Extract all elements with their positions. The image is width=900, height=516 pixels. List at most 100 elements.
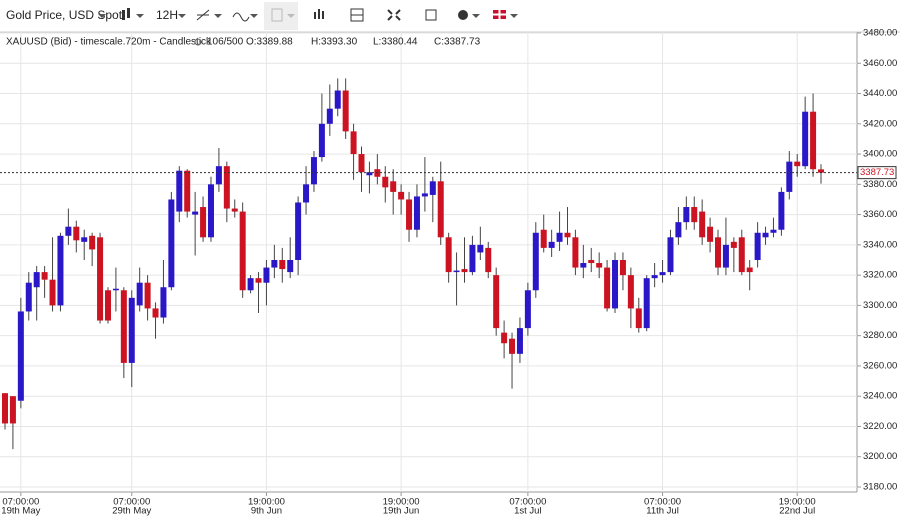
candle-body <box>168 199 175 288</box>
candle-body <box>120 290 127 363</box>
y-tick-label: 3360.00 <box>863 209 897 220</box>
candle-body <box>429 181 436 195</box>
layout-icon[interactable] <box>350 8 364 22</box>
x-tick-time: 07:00:00 <box>2 497 39 508</box>
x-tick-date: 29th May <box>112 506 151 516</box>
candle-body <box>33 272 40 288</box>
candle-body <box>25 282 32 312</box>
candle-body <box>318 123 325 158</box>
candle-body <box>176 170 183 212</box>
candle-body <box>295 202 302 260</box>
dropdown-arrow[interactable] <box>178 14 186 18</box>
low-value: L:3380.44 <box>373 37 418 48</box>
y-tick-label: 3380.00 <box>863 179 897 190</box>
y-tick-label: 3340.00 <box>863 239 897 250</box>
candle-body <box>659 272 666 276</box>
y-tick-label: 3180.00 <box>863 482 897 493</box>
bar-count: 106/500 <box>207 37 244 48</box>
grid <box>0 32 857 492</box>
candle-body <box>532 232 539 291</box>
candle-body <box>326 108 333 124</box>
candle-body <box>580 263 587 268</box>
y-tick-label: 3260.00 <box>863 360 897 371</box>
candle-body <box>493 275 500 329</box>
candle-body <box>342 90 349 132</box>
indicator-icon[interactable] <box>232 12 258 22</box>
candle-body <box>627 275 634 309</box>
candle-body <box>144 282 151 309</box>
x-tick-date: 9th Jun <box>251 506 282 516</box>
candle-body <box>818 169 824 173</box>
candle-body <box>215 166 222 185</box>
y-tick-label: 3280.00 <box>863 330 897 341</box>
language-icon[interactable] <box>493 10 518 19</box>
candle-body <box>200 207 207 238</box>
candle-body <box>17 311 24 401</box>
candle-body <box>715 237 722 268</box>
candle-body <box>770 229 777 233</box>
candle-body <box>41 272 48 280</box>
interval[interactable]: 12H <box>156 8 178 22</box>
instrument[interactable]: Gold Price, USD Spot <box>6 8 123 22</box>
candle-body <box>366 172 373 176</box>
volume-icon[interactable] <box>314 9 324 19</box>
y-tick-label: 3460.00 <box>863 58 897 69</box>
x-tick-date: 22nd Jul <box>779 506 815 516</box>
candle-body <box>477 244 484 253</box>
open-value: O:3389.88 <box>246 37 293 48</box>
draw-line-icon[interactable] <box>196 9 222 21</box>
candle-body <box>152 308 159 318</box>
candle-body <box>89 235 96 250</box>
candle-body <box>247 278 254 291</box>
candle-body <box>619 260 626 276</box>
theme-icon[interactable] <box>458 10 480 20</box>
candle-body <box>683 207 690 223</box>
candle-body <box>596 263 603 268</box>
visibility-icon[interactable] <box>194 38 202 46</box>
candle-body <box>390 181 397 192</box>
candle-body <box>255 278 262 283</box>
candle-body <box>524 290 531 329</box>
candle-body <box>112 288 119 291</box>
candle-body <box>192 211 199 215</box>
candle-body <box>461 269 468 273</box>
candle-body <box>207 184 214 238</box>
candle-type-icon[interactable] <box>122 8 144 20</box>
y-tick-label: 3220.00 <box>863 421 897 432</box>
candle-body <box>81 237 88 242</box>
candle-body <box>540 229 547 248</box>
high-value: H:3393.30 <box>311 37 358 48</box>
close-value: C:3387.73 <box>434 37 481 48</box>
candle-body <box>303 184 310 203</box>
candle-body <box>406 199 413 230</box>
candle-body <box>516 328 523 354</box>
candle-body <box>802 111 809 167</box>
candle-body <box>453 270 460 273</box>
fit-icon[interactable] <box>425 9 437 21</box>
last-price-label: 3387.73 <box>860 167 894 178</box>
y-tick-label: 3300.00 <box>863 300 897 311</box>
x-tick-time: 19:00:00 <box>383 497 420 508</box>
candle-body <box>548 241 555 248</box>
y-tick-label: 3440.00 <box>863 88 897 99</box>
candle-body <box>358 154 365 173</box>
disabled-tool[interactable] <box>264 2 298 30</box>
candle-body <box>279 260 286 270</box>
candle-body <box>334 90 341 109</box>
candle-body <box>556 232 563 242</box>
candle-body <box>350 131 357 155</box>
candle-body <box>707 226 714 242</box>
candle-body <box>49 279 56 306</box>
x-tick-date: 1st Jul <box>514 506 541 516</box>
dropdown-arrow[interactable] <box>98 14 106 18</box>
x-tick-time: 19:00:00 <box>248 497 285 508</box>
fullscreen-icon[interactable] <box>387 9 401 21</box>
candle-body <box>104 290 111 321</box>
candle-body <box>762 232 769 238</box>
y-tick-label: 3420.00 <box>863 118 897 129</box>
candle-body <box>509 338 516 354</box>
y-tick-label: 3320.00 <box>863 270 897 281</box>
candle-body <box>445 237 452 273</box>
candle-body <box>604 267 611 309</box>
